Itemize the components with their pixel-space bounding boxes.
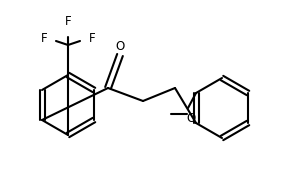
Text: F: F (65, 15, 71, 28)
Text: F: F (89, 32, 96, 44)
Text: F: F (40, 32, 47, 44)
Text: O: O (115, 41, 125, 54)
Text: O: O (186, 112, 196, 125)
